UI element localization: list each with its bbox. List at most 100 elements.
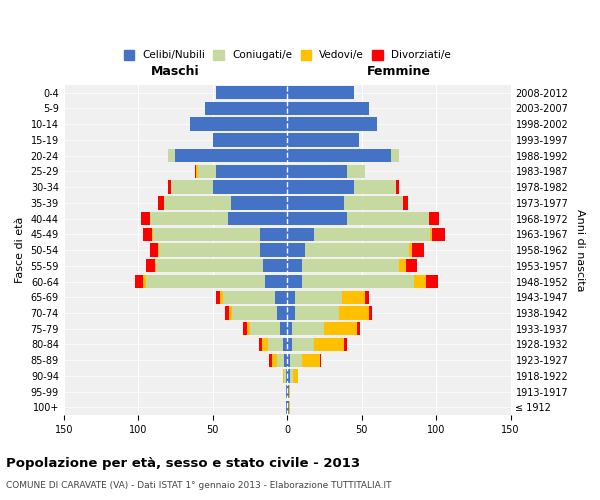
Bar (272, 354, 277, 367)
Bar (259, 338, 262, 351)
Bar (426, 275, 437, 288)
Bar (286, 400, 287, 414)
Bar (283, 338, 287, 351)
Bar (287, 306, 295, 320)
Bar (289, 400, 290, 414)
Bar (340, 306, 369, 320)
Bar (287, 118, 377, 131)
Bar (230, 196, 287, 209)
Bar (292, 338, 314, 351)
Bar (287, 370, 290, 382)
Bar (428, 212, 439, 226)
Bar (155, 259, 156, 272)
Bar (287, 196, 344, 209)
Bar (344, 196, 403, 209)
Bar (269, 354, 272, 367)
Bar (287, 259, 302, 272)
Bar (277, 354, 284, 367)
Bar (284, 370, 286, 382)
Bar (343, 290, 365, 304)
Bar (287, 275, 302, 288)
Bar (247, 322, 250, 336)
Bar (347, 212, 428, 226)
Bar (260, 244, 287, 256)
Bar (347, 164, 365, 178)
Bar (287, 180, 354, 194)
Bar (287, 164, 347, 178)
Bar (150, 212, 227, 226)
Bar (287, 290, 295, 304)
Bar (354, 180, 396, 194)
Text: COMUNE DI CARAVATE (VA) - Dati ISTAT 1° gennaio 2013 - Elaborazione TUTTITALIA.I: COMUNE DI CARAVATE (VA) - Dati ISTAT 1° … (6, 481, 392, 490)
Y-axis label: Fasce di età: Fasce di età (15, 217, 25, 283)
Bar (143, 228, 152, 241)
Bar (295, 306, 340, 320)
Bar (168, 180, 171, 194)
Bar (289, 385, 290, 398)
Bar (213, 133, 287, 146)
Bar (396, 180, 399, 194)
Bar (158, 244, 159, 256)
Bar (287, 244, 305, 256)
Bar (227, 212, 287, 226)
Bar (196, 164, 198, 178)
Bar (292, 322, 325, 336)
Bar (314, 338, 344, 351)
Bar (391, 149, 399, 162)
Bar (198, 164, 216, 178)
Bar (175, 149, 287, 162)
Bar (250, 322, 280, 336)
Bar (158, 196, 164, 209)
Bar (232, 306, 277, 320)
Bar (284, 354, 287, 367)
Text: Femmine: Femmine (367, 65, 431, 78)
Bar (302, 259, 399, 272)
Bar (265, 275, 287, 288)
Bar (275, 290, 287, 304)
Bar (242, 322, 247, 336)
Bar (159, 244, 260, 256)
Bar (412, 244, 424, 256)
Bar (290, 354, 302, 367)
Bar (287, 86, 354, 100)
Bar (431, 228, 445, 241)
Bar (156, 259, 263, 272)
Bar (150, 244, 158, 256)
Bar (293, 370, 298, 382)
Bar (314, 228, 430, 241)
Bar (365, 290, 369, 304)
Bar (268, 338, 283, 351)
Bar (152, 228, 153, 241)
Bar (220, 290, 223, 304)
Bar (164, 196, 230, 209)
Bar (287, 102, 369, 115)
Bar (205, 102, 287, 115)
Bar (287, 338, 292, 351)
Bar (287, 228, 314, 241)
Bar (302, 275, 414, 288)
Bar (409, 244, 412, 256)
Bar (146, 259, 155, 272)
Legend: Celibi/Nubili, Coniugati/e, Vedovi/e, Divorziati/e: Celibi/Nubili, Coniugati/e, Vedovi/e, Di… (121, 47, 454, 64)
Bar (287, 133, 359, 146)
Bar (406, 259, 417, 272)
Bar (286, 385, 287, 398)
Bar (287, 354, 290, 367)
Bar (216, 290, 220, 304)
Bar (141, 212, 150, 226)
Text: Maschi: Maschi (151, 65, 200, 78)
Bar (287, 385, 289, 398)
Y-axis label: Anni di nascita: Anni di nascita (575, 209, 585, 292)
Bar (171, 180, 213, 194)
Bar (283, 370, 284, 382)
Bar (224, 306, 229, 320)
Bar (190, 118, 287, 131)
Bar (146, 275, 265, 288)
Bar (229, 306, 232, 320)
Bar (403, 196, 408, 209)
Bar (302, 354, 320, 367)
Bar (286, 370, 287, 382)
Bar (305, 244, 409, 256)
Bar (135, 275, 143, 288)
Bar (399, 259, 406, 272)
